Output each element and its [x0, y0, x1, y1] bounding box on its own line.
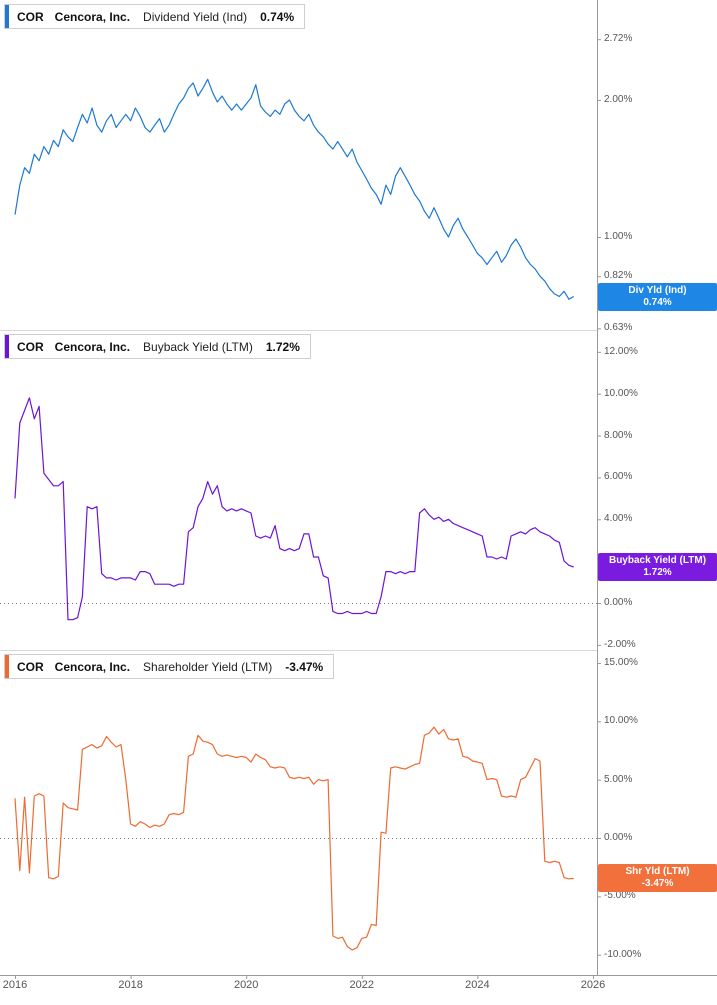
series-color-bar	[5, 335, 9, 358]
legend-text: COR Cencora, Inc. Buyback Yield (LTM) 1.…	[9, 335, 310, 358]
dividend-yield-line	[14, 78, 574, 300]
badge-value: 0.74%	[643, 296, 672, 308]
metric-name: Dividend Yield (Ind)	[143, 9, 248, 24]
y-axis-label: 0.00%	[604, 832, 633, 843]
metric-value: 0.74%	[260, 9, 295, 24]
series-color-bar	[5, 655, 9, 678]
metric-name: Shareholder Yield (LTM)	[143, 659, 273, 674]
x-axis-label: 2020	[233, 979, 259, 991]
legend-shareholder-yield[interactable]: COR Cencora, Inc. Shareholder Yield (LTM…	[4, 654, 335, 679]
y-axis-label: 0.63%	[604, 322, 633, 334]
y-axis-label: 8.00%	[604, 429, 633, 441]
legend-text: COR Cencora, Inc. Dividend Yield (Ind) 0…	[9, 5, 304, 28]
x-axis-label: 2024	[465, 979, 490, 991]
y-axis-label: -5.00%	[604, 890, 636, 902]
metric-value: 1.72%	[265, 339, 300, 354]
y-axis-label: 5.00%	[604, 773, 633, 785]
y-axis-label: 6.00%	[604, 471, 633, 483]
company-name: Cencora, Inc.	[54, 9, 131, 24]
x-axis-label: 2018	[118, 979, 143, 991]
y-axis-label: 0.82%	[604, 270, 633, 282]
x-axis-label: 2016	[2, 979, 28, 991]
company-name: Cencora, Inc.	[54, 659, 131, 674]
last-value-badge-shareholder-yield: Shr Yld (LTM) -3.47%	[598, 864, 717, 893]
last-value-badge-buyback-yield: Buyback Yield (LTM) 1.72%	[598, 553, 717, 581]
y-axis-label: 1.00%	[604, 231, 633, 242]
y-axis-label: 12.00%	[604, 345, 638, 357]
y-axis-label: -10.00%	[604, 948, 642, 960]
y-axis-label: 0.00%	[604, 597, 633, 608]
badge-label: Div Yld (Ind)	[628, 284, 687, 296]
ticker: COR	[17, 9, 44, 24]
y-axis-label: 2.72%	[604, 33, 633, 45]
x-axis-label: 2022	[349, 979, 375, 991]
metric-value: -3.47%	[285, 659, 324, 674]
metric-name: Buyback Yield (LTM)	[143, 339, 253, 354]
legend-buyback-yield[interactable]: COR Cencora, Inc. Buyback Yield (LTM) 1.…	[4, 334, 311, 359]
ticker: COR	[17, 659, 44, 674]
company-name: Cencora, Inc.	[54, 339, 131, 354]
y-axis-label: 4.00%	[604, 513, 633, 525]
x-axis-label: 2026	[580, 979, 606, 991]
badge-label: Shr Yld (LTM)	[625, 866, 690, 878]
badge-value: 1.72%	[643, 567, 672, 578]
last-value-badge-dividend-yield: Div Yld (Ind) 0.74%	[598, 282, 717, 311]
y-axis-label: 10.00%	[604, 387, 638, 399]
ticker: COR	[17, 339, 44, 354]
shareholder-yield-line	[14, 726, 574, 951]
y-axis-label: 2.00%	[604, 93, 633, 105]
buyback-yield-line	[14, 397, 574, 621]
y-axis-label: -2.00%	[604, 638, 636, 650]
badge-value: -3.47%	[641, 878, 674, 890]
legend-text: COR Cencora, Inc. Shareholder Yield (LTM…	[9, 655, 333, 678]
series-color-bar	[5, 5, 9, 28]
legend-dividend-yield[interactable]: COR Cencora, Inc. Dividend Yield (Ind) 0…	[4, 4, 306, 29]
y-axis-label: 10.00%	[604, 715, 638, 727]
y-axis-label: 15.00%	[604, 656, 638, 668]
badge-label: Buyback Yield (LTM)	[608, 555, 707, 566]
